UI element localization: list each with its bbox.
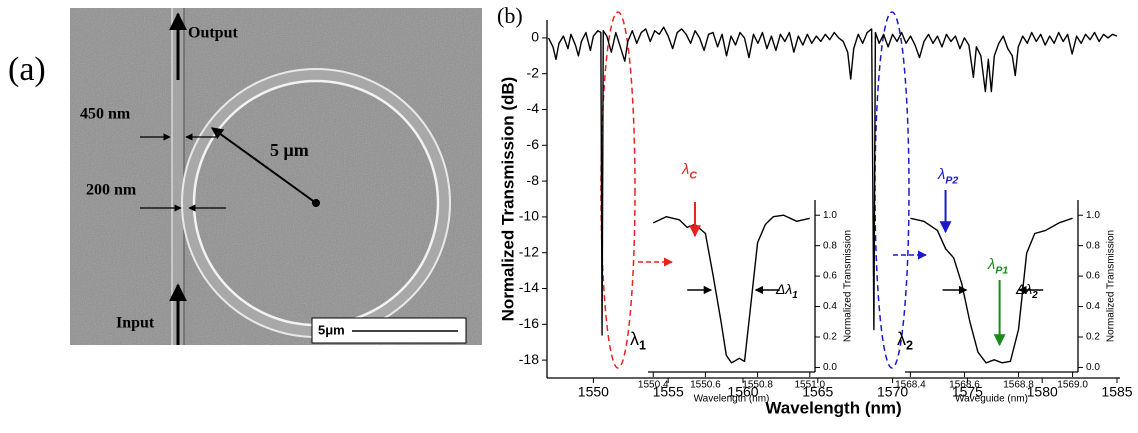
x-tick-label: 1550.4 <box>638 380 669 391</box>
y-tick-label: 0.4 <box>1086 301 1100 312</box>
x-tick-label: 1565 <box>802 384 833 400</box>
annotation-symbol: λ <box>681 161 689 178</box>
y-tick-label: 0.8 <box>823 240 837 251</box>
annotation-subscript: 2 <box>1031 289 1038 300</box>
annotation-subscript: P1 <box>995 264 1008 276</box>
waveguide <box>172 8 184 345</box>
x-tick-label: 1551.0 <box>794 380 825 391</box>
y-tick-label: -14 <box>519 279 539 295</box>
chart: 0.0 0.2 0.4 0.6 0.8 1.0 1568.4 1568.6 1568.8 1569… <box>895 166 1117 405</box>
sem-background <box>70 8 482 345</box>
y-axis-label: Normalized Transmission <box>1106 230 1117 342</box>
width-label: 450 nm <box>80 106 131 123</box>
annotation-subscript: P2 <box>945 174 958 186</box>
annotation: λP1 <box>987 256 1008 276</box>
x-tick-label: 1569.0 <box>1057 380 1088 391</box>
annotation-symbol: Δλ <box>1015 281 1032 297</box>
x-tick-label: 1585 <box>1101 384 1132 400</box>
y-tick-label: 0.4 <box>823 301 837 312</box>
annotation: λ2 <box>897 329 913 353</box>
annotation: λP2 <box>937 166 958 186</box>
radius-arrow <box>211 127 317 204</box>
x-tick-label: 1570 <box>877 384 908 400</box>
scale-bar-label: 5μm <box>318 322 345 337</box>
data-line <box>910 217 1073 364</box>
ring-center <box>312 199 320 207</box>
y-tick-label: -10 <box>519 208 539 224</box>
y-tick-label: -6 <box>527 136 540 152</box>
annotation-subscript: 1 <box>639 339 646 353</box>
y-tick-label: -16 <box>519 315 539 331</box>
x-axis-label: Wavelength (nm) <box>694 394 770 405</box>
input-label: Input <box>116 315 155 332</box>
chart: 0 -2 -4 -6 -8 -10 -12 -14 -16 -18 1550 1555 1560 1565… <box>498 20 1133 417</box>
annotation-symbol: λ <box>937 166 945 183</box>
y-tick-label: 1.0 <box>1086 210 1100 221</box>
y-tick-label: 0.2 <box>823 332 837 343</box>
y-tick-label: -2 <box>527 64 540 80</box>
panel-label: (a) <box>8 51 46 88</box>
annotation-subscript: C <box>689 169 697 181</box>
y-axis-label: Normalized Transmission <box>843 230 854 342</box>
y-axis-label: Normalized Transmission (dB) <box>498 77 517 322</box>
x-tick-label: 1568.6 <box>949 380 980 391</box>
annotation: λC <box>681 161 697 181</box>
x-tick-label: 1550.8 <box>742 380 773 391</box>
x-axis-label: Waveguide (nm) <box>955 394 1028 405</box>
annotation-symbol: Δλ <box>775 281 792 297</box>
highlight-ellipse <box>874 11 910 369</box>
annotation-subscript: 2 <box>906 339 913 353</box>
sem-image: Output Input 450 nm 200 nm 5 μm 5μm <box>70 8 482 345</box>
y-tick-label: 0.8 <box>1086 240 1100 251</box>
annotation-symbol: λ <box>630 329 639 349</box>
y-tick-label: 0.2 <box>1086 332 1100 343</box>
x-tick-label: 1550.6 <box>690 380 721 391</box>
annotation-symbol: λ <box>987 256 995 273</box>
y-tick-label: 0.6 <box>1086 271 1100 282</box>
y-tick-label: -4 <box>527 100 540 116</box>
y-tick-label: 1.0 <box>823 210 837 221</box>
annotation-symbol: λ <box>897 329 906 349</box>
y-tick-label: -18 <box>519 351 539 367</box>
annotation: Δλ1 <box>775 281 798 301</box>
y-tick-label: 0.0 <box>823 362 837 373</box>
x-tick-label: 1580 <box>1027 384 1058 400</box>
x-tick-label: 1575 <box>952 384 983 400</box>
chart: 0.0 0.2 0.4 0.6 0.8 1.0 1550.4 1550.6 1550.8 1551… <box>638 161 854 405</box>
y-tick-label: 0.6 <box>823 271 837 282</box>
data-line <box>652 214 810 364</box>
x-axis-label: Wavelength (nm) <box>765 398 901 417</box>
radius-label: 5 μm <box>270 140 309 160</box>
y-tick-label: -8 <box>527 172 540 188</box>
data-line <box>547 26 1118 336</box>
panel-label: (b) <box>497 3 523 28</box>
x-tick-label: 1550 <box>578 384 609 400</box>
x-tick-label: 1560 <box>727 384 758 400</box>
x-tick-label: 1568.8 <box>1003 380 1034 391</box>
annotation-subscript: 1 <box>792 289 797 300</box>
y-tick-label: 0 <box>531 29 539 45</box>
x-tick-label: 1555 <box>653 384 684 400</box>
x-tick-label: 1568.4 <box>895 380 926 391</box>
highlight-ellipse <box>600 11 636 369</box>
y-tick-label: 0.0 <box>1086 362 1100 373</box>
annotation: λ1 <box>630 329 646 353</box>
y-tick-label: -12 <box>519 243 539 259</box>
gap-label: 200 nm <box>86 182 137 199</box>
output-label: Output <box>188 25 238 42</box>
